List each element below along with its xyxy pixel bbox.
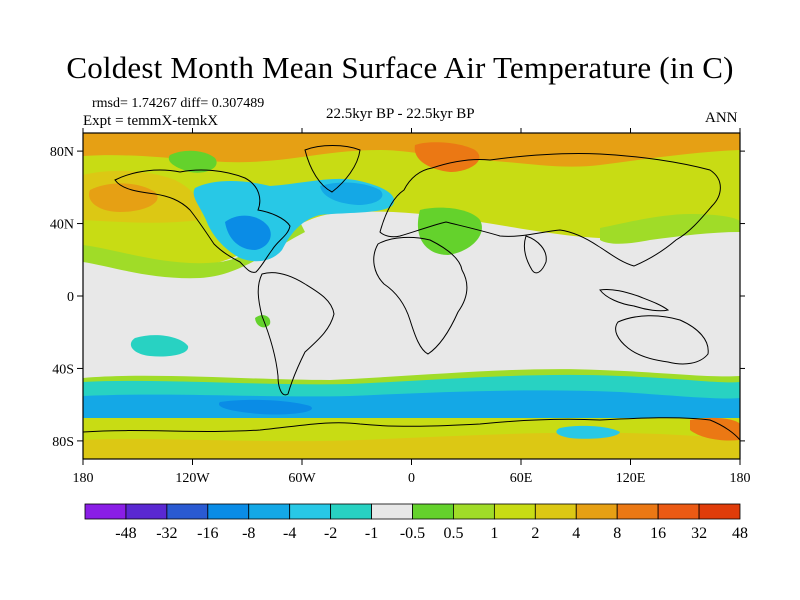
- field-cool-green-patch: [168, 150, 217, 173]
- colorbar-swatch: [248, 503, 291, 520]
- colorbar-swatch: [166, 503, 209, 520]
- colorbar-swatch: [289, 503, 332, 520]
- coast-south-america: [257, 272, 335, 396]
- colorbar-swatch: [534, 503, 577, 520]
- colorbar-label: 0.5: [443, 525, 463, 542]
- colorbar-label: -8: [242, 525, 255, 542]
- colorbar-label: 4: [572, 525, 580, 542]
- colorbar-swatch: [371, 503, 413, 520]
- colorbar-label: 48: [732, 525, 748, 542]
- y-tick-label: 80S: [52, 435, 74, 450]
- colorbar-swatch: [453, 503, 495, 520]
- colorbar-label: -48: [115, 525, 136, 542]
- colorbar-label: 32: [691, 525, 707, 542]
- y-tick-label: 0: [67, 290, 74, 305]
- colorbar-swatch: [125, 503, 168, 520]
- map-field: [83, 133, 740, 459]
- field-namerica-cold: [225, 215, 271, 250]
- y-tick-label: 40N: [50, 218, 74, 233]
- colorbar-label: 16: [650, 525, 666, 542]
- field-arctic-orange: [83, 133, 740, 167]
- colorbar-swatch: [616, 503, 659, 520]
- x-tick-label: 180: [73, 471, 94, 486]
- coast-australia: [615, 315, 709, 365]
- colorbar-label: 1: [490, 525, 498, 542]
- colorbar: -48 -32 -16 -8 -4 -2 -1 -0.5 0.5 1 2 4 8 16 32 48: [84, 503, 748, 542]
- colorbar-label: -1: [365, 525, 378, 542]
- colorbar-label: -16: [197, 525, 218, 542]
- y-tick-label: 40S: [52, 362, 74, 377]
- x-tick-label: 60E: [510, 471, 533, 486]
- colorbar-swatch: [698, 503, 741, 520]
- coast-africa: [373, 236, 468, 355]
- coastlines: [83, 145, 740, 441]
- experiment-label: Expt = temmX-temkX: [83, 113, 219, 129]
- x-tick-label: 0: [408, 471, 415, 486]
- field-alaska-warm: [89, 183, 158, 212]
- field-antarctic-warmer: [83, 432, 740, 459]
- colorbar-label: -0.5: [400, 525, 425, 542]
- coast-north-america: [114, 169, 291, 273]
- coast-greenland: [304, 145, 361, 193]
- axes: 180 120W 60W 0 60E 120E 180 80N 40N 0 40S 80S: [50, 128, 751, 486]
- period-label: 22.5kyr BP - 22.5kyr BP: [326, 106, 475, 122]
- x-tick-label: 180: [730, 471, 751, 486]
- x-tick-label: 120E: [616, 471, 646, 486]
- chart-title: Coldest Month Mean Surface Air Temperatu…: [66, 50, 734, 85]
- colorbar-label: 8: [613, 525, 621, 542]
- colorbar-label: -32: [156, 525, 177, 542]
- colorbar-swatch: [330, 503, 372, 520]
- x-tick-label: 60W: [288, 471, 316, 486]
- field-east-asia-green: [600, 214, 740, 244]
- colorbar-swatch: [207, 503, 250, 520]
- colorbar-swatch: [657, 503, 700, 520]
- field-antarctic-hot: [690, 417, 740, 441]
- field-tropic-green: [255, 315, 271, 328]
- colorbar-swatch: [412, 503, 454, 520]
- field-spacific-cool: [130, 335, 189, 357]
- field-antarctic-cool-spot: [556, 425, 620, 439]
- coast-indonesia: [599, 289, 670, 312]
- coast-antarctica: [83, 417, 740, 441]
- field-north-lightgreen: [83, 222, 305, 279]
- coast-eurasia: [379, 152, 721, 267]
- colorbar-swatch: [493, 503, 536, 520]
- colorbar-label: -2: [324, 525, 337, 542]
- colorbar-label: 2: [531, 525, 539, 542]
- y-tick-label: 80N: [50, 145, 74, 160]
- coast-india: [523, 235, 547, 274]
- colorbar-swatch: [84, 503, 127, 520]
- field-eurasia-green: [417, 207, 482, 255]
- field-southern-ocean-colder: [218, 399, 312, 415]
- colorbar-swatch: [575, 503, 618, 520]
- season-label: ANN: [705, 110, 738, 126]
- x-tick-label: 120W: [175, 471, 210, 486]
- field-siberia-warm: [414, 142, 480, 172]
- stats-text: rmsd= 1.74267 diff= 0.307489: [92, 96, 265, 111]
- field-natlantic-cold: [320, 182, 383, 205]
- colorbar-label: -4: [283, 525, 296, 542]
